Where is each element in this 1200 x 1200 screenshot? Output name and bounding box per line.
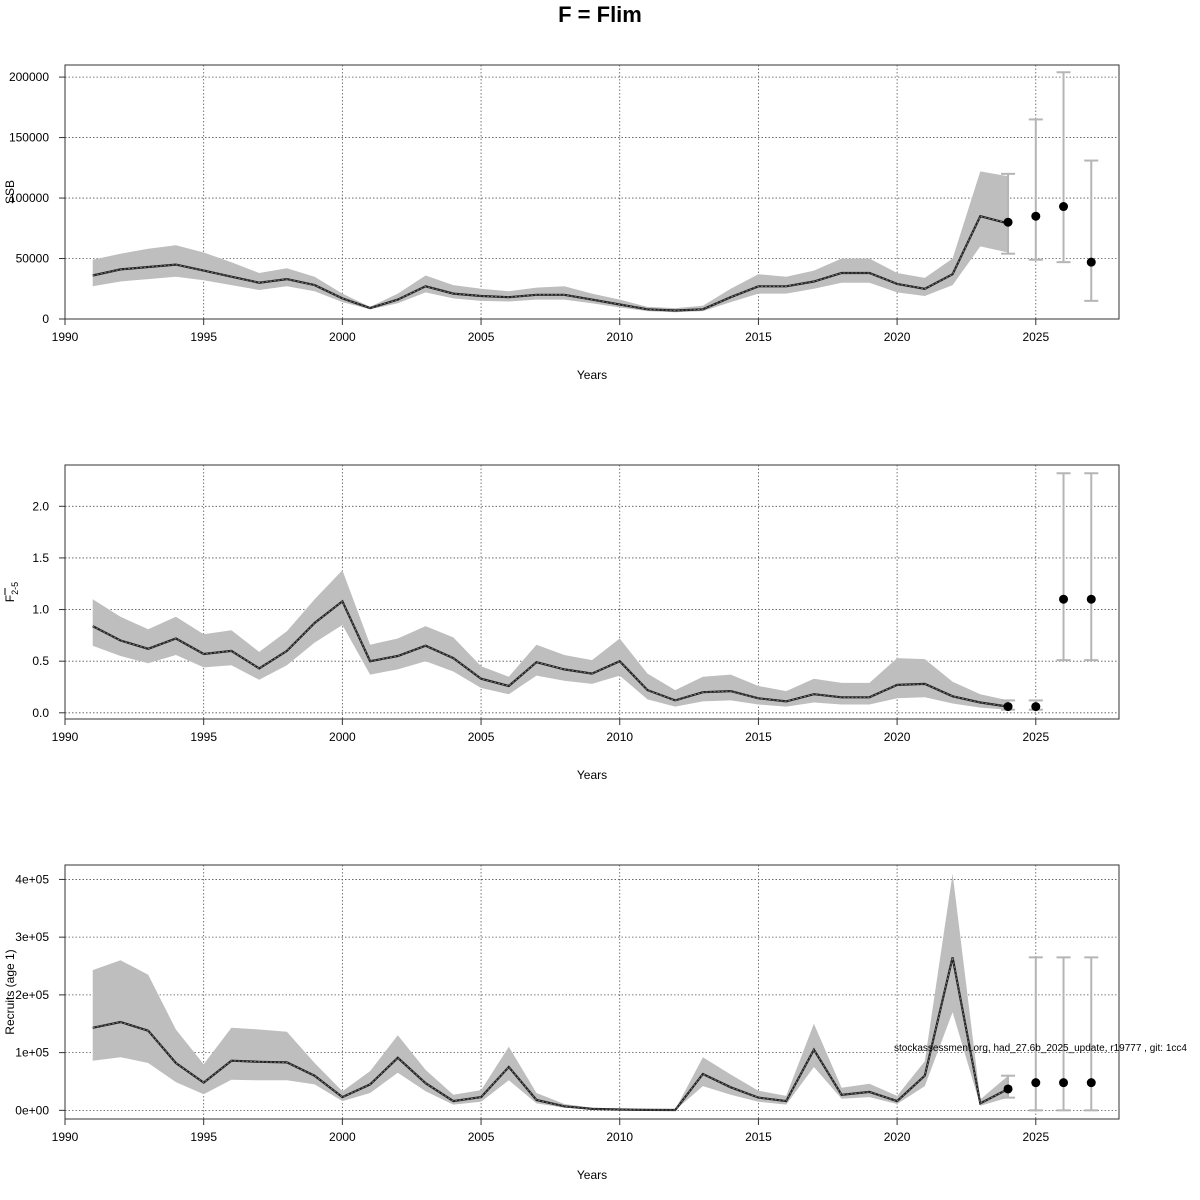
forecast-point bbox=[1086, 1078, 1096, 1088]
y-tick-label: 0.0 bbox=[32, 706, 49, 720]
y-tick-label: 2.0 bbox=[32, 499, 49, 513]
y-axis-title: F2-5 bbox=[3, 582, 20, 602]
x-tick-label: 2025 bbox=[1022, 730, 1049, 744]
plot-frame bbox=[64, 864, 1120, 1120]
y-tick-label: 200000 bbox=[9, 70, 49, 84]
forecast-point bbox=[1003, 217, 1013, 227]
panel-fbar: 1990 1995 2000 2005 2010 2015 2020 2025 0.0 0.5 1.… bbox=[3, 464, 1120, 782]
estimate-line-dash bbox=[92, 600, 1009, 707]
panel-recruits: 1990 1995 2000 2005 2010 2015 2020 2025 0e+00 1e+… bbox=[3, 864, 1120, 1182]
y-axis-title: SSB bbox=[3, 180, 17, 204]
x-tick-label: 2025 bbox=[1022, 330, 1049, 344]
forecast-point bbox=[1059, 594, 1069, 604]
forecast-point bbox=[1031, 211, 1041, 221]
forecast-point bbox=[1031, 1078, 1041, 1088]
x-tick-label: 1995 bbox=[190, 1130, 217, 1144]
x-tick-label: 2015 bbox=[745, 1130, 772, 1144]
y-tick-label: 1.0 bbox=[32, 603, 49, 617]
chart-title: F = Flim bbox=[558, 2, 642, 27]
x-tick-label: 2015 bbox=[745, 730, 772, 744]
x-tick-label: 2000 bbox=[329, 730, 356, 744]
y-tick-label: 150000 bbox=[9, 131, 49, 145]
x-tick-label: 2005 bbox=[468, 1130, 495, 1144]
forecast-point bbox=[1059, 202, 1069, 212]
y-tick-label: 1.5 bbox=[32, 551, 49, 565]
x-tick-label: 2000 bbox=[329, 1130, 356, 1144]
y-tick-label: 4e+05 bbox=[15, 872, 49, 886]
estimate-line-dash bbox=[92, 215, 1009, 311]
x-tick-label: 2000 bbox=[329, 330, 356, 344]
watermark-text: stockassessment.org, had_27.6b_2025_upda… bbox=[894, 1043, 1187, 1054]
x-tick-label: 2010 bbox=[606, 330, 633, 344]
x-tick-label: 2005 bbox=[468, 330, 495, 344]
x-tick-label: 2005 bbox=[468, 730, 495, 744]
y-tick-label: 0e+00 bbox=[15, 1103, 49, 1117]
x-axis-title: Years bbox=[577, 1168, 607, 1182]
confidence-band bbox=[92, 171, 1009, 313]
x-tick-label: 2020 bbox=[884, 730, 911, 744]
x-tick-label: 1995 bbox=[190, 730, 217, 744]
x-tick-label: 2020 bbox=[884, 1130, 911, 1144]
y-tick-label: 50000 bbox=[16, 252, 50, 266]
y-axis-title: Recruits (age 1) bbox=[3, 949, 17, 1034]
estimate-line-dash bbox=[92, 957, 1009, 1111]
forecast-point bbox=[1003, 702, 1013, 712]
plot-frame bbox=[64, 464, 1120, 720]
x-tick-label: 1990 bbox=[52, 1130, 79, 1144]
y-tick-label: 3e+05 bbox=[15, 930, 49, 944]
y-tick-label: 100000 bbox=[9, 191, 49, 205]
y-axis-title-subscript: 2-5 bbox=[10, 582, 20, 595]
x-tick-label: 1995 bbox=[190, 330, 217, 344]
x-axis-title: Years bbox=[577, 768, 607, 782]
confidence-band bbox=[92, 570, 1009, 710]
x-tick-label: 2020 bbox=[884, 330, 911, 344]
forecast-point bbox=[1086, 257, 1096, 267]
forecast-point bbox=[1086, 594, 1096, 604]
y-tick-label: 1e+05 bbox=[15, 1046, 49, 1060]
x-tick-label: 2010 bbox=[606, 730, 633, 744]
y-tick-label: 0.5 bbox=[32, 654, 49, 668]
forecast-point bbox=[1059, 1078, 1069, 1088]
panel-ssb: 1990 1995 2000 2005 2010 2015 2020 2025 0 50000 10… bbox=[3, 64, 1120, 382]
y-tick-label: 2e+05 bbox=[15, 988, 49, 1002]
x-tick-label: 2010 bbox=[606, 1130, 633, 1144]
forecast-point bbox=[1031, 702, 1041, 712]
forecast-point bbox=[1003, 1084, 1013, 1094]
x-tick-label: 1990 bbox=[52, 730, 79, 744]
x-tick-label: 2015 bbox=[745, 330, 772, 344]
x-tick-label: 1990 bbox=[52, 330, 79, 344]
plot-frame bbox=[64, 64, 1120, 320]
x-axis-title: Years bbox=[577, 368, 607, 382]
confidence-band bbox=[92, 873, 1009, 1111]
x-tick-label: 2025 bbox=[1022, 1130, 1049, 1144]
y-tick-label: 0 bbox=[42, 312, 49, 326]
